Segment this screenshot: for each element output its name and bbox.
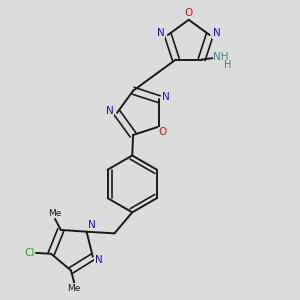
Text: H: H (224, 60, 231, 70)
Text: N: N (157, 28, 165, 38)
Text: NH: NH (213, 52, 229, 62)
Text: Me: Me (48, 208, 62, 217)
Text: O: O (158, 127, 166, 137)
Text: N: N (106, 106, 114, 116)
Text: N: N (213, 28, 220, 38)
Text: N: N (88, 220, 95, 230)
Text: Me: Me (68, 284, 81, 293)
Text: O: O (184, 8, 193, 18)
Text: N: N (95, 255, 103, 265)
Text: Cl: Cl (24, 248, 35, 258)
Text: N: N (162, 92, 170, 102)
